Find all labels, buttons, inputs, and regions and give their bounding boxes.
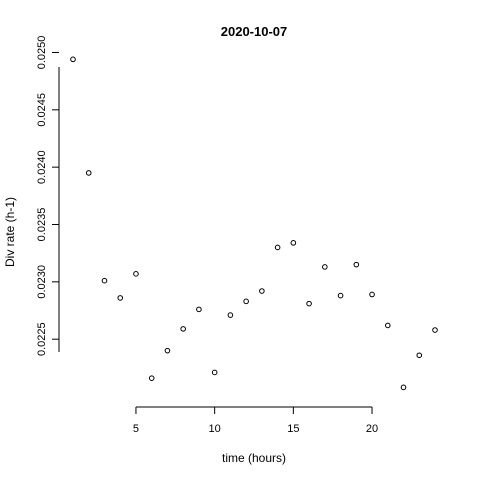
data-point — [274, 244, 281, 251]
y-tick-label: 0.0225 — [36, 322, 48, 356]
data-point — [306, 300, 312, 307]
y-axis-label: Div rate (h-1) — [3, 197, 17, 267]
data-point — [259, 288, 265, 294]
data-point — [243, 298, 249, 305]
data-points — [70, 56, 438, 391]
data-point — [133, 271, 139, 277]
x-tick-label: 5 — [133, 423, 139, 435]
data-point — [227, 312, 234, 318]
data-point — [384, 322, 391, 329]
data-point — [117, 295, 124, 301]
data-point — [322, 264, 328, 270]
x-tick-label: 15 — [287, 423, 299, 435]
data-point — [85, 170, 92, 176]
x-tick-label: 10 — [209, 423, 221, 435]
data-point — [400, 384, 407, 391]
chart-title: 2020-10-07 — [221, 24, 288, 39]
x-ticks: 5 10 15 20 — [133, 407, 378, 435]
data-point — [70, 56, 76, 63]
data-point — [164, 347, 171, 354]
y-tick-label: 0.0240 — [36, 150, 48, 184]
y-tick-label: 0.0235 — [36, 208, 48, 242]
data-point — [211, 369, 218, 376]
x-tick-label: 20 — [366, 423, 378, 435]
data-point — [337, 292, 344, 299]
data-point — [416, 352, 423, 359]
data-point — [290, 240, 297, 246]
data-point — [101, 277, 108, 284]
y-ticks: 0.0225 0.0230 0.0235 0.0240 0.0245 0.0250 — [36, 36, 59, 356]
data-point — [369, 291, 375, 298]
data-point — [432, 327, 438, 333]
data-point — [148, 375, 155, 381]
data-point — [196, 306, 202, 313]
y-tick-label: 0.0245 — [36, 93, 48, 127]
data-point — [180, 326, 186, 332]
y-tick-label: 0.0230 — [36, 265, 48, 299]
data-point — [353, 261, 360, 268]
y-tick-label: 0.0250 — [36, 36, 48, 70]
x-axis-label: time (hours) — [222, 451, 286, 465]
